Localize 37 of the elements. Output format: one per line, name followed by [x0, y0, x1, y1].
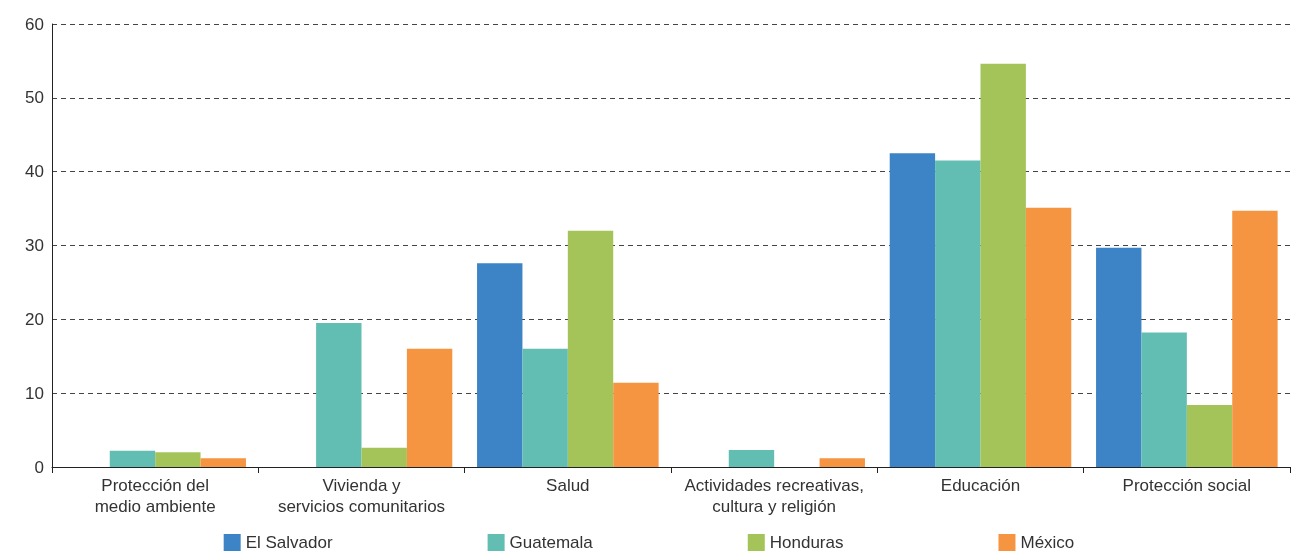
legend-label: Guatemala: [509, 533, 594, 552]
legend-label: México: [1020, 533, 1075, 552]
bar: [1232, 210, 1278, 467]
bar: [406, 348, 453, 467]
x-tick-label: Protección social: [1122, 476, 1252, 495]
x-tick-label: Salud: [546, 476, 590, 495]
legend-label: Honduras: [769, 533, 844, 552]
bar: [1025, 207, 1072, 467]
bar: [361, 447, 407, 467]
bar: [980, 63, 1026, 467]
bar: [1096, 247, 1142, 467]
y-tick-label: 40: [25, 162, 44, 182]
x-tick-label: Actividades recreativas, cultura y religión: [684, 476, 864, 516]
bar: [567, 230, 614, 467]
bar: [889, 153, 936, 467]
bar: [728, 450, 775, 467]
bar: [935, 160, 981, 467]
y-tick-label: 20: [25, 309, 44, 329]
bar: [522, 348, 568, 467]
y-tick-label: 50: [25, 88, 44, 108]
bar: [109, 450, 156, 467]
x-tick-label: Vivienda y servicios comunitarios: [277, 476, 446, 516]
x-tick-label: Protección del medio ambiente: [94, 476, 216, 516]
bar: [155, 452, 201, 467]
bar: [477, 263, 523, 467]
y-tick-label: 60: [25, 14, 44, 34]
bar: [316, 323, 362, 467]
x-tick-label: Educación: [940, 476, 1021, 495]
legend-label: El Salvador: [245, 533, 333, 552]
y-tick-label: 0: [34, 457, 44, 477]
bar: [1186, 404, 1233, 467]
bar: [1141, 332, 1187, 467]
bar: [819, 458, 865, 467]
y-tick-label: 10: [25, 383, 44, 403]
bar: [613, 382, 659, 467]
bar: [200, 458, 246, 467]
y-tick-label: 30: [25, 236, 44, 255]
